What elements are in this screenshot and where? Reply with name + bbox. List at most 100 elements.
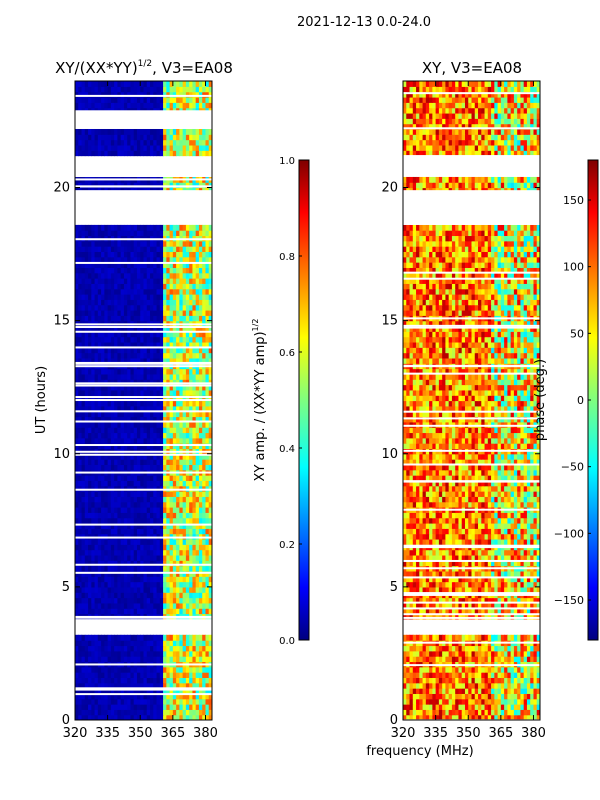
heatmap-cell: [97, 549, 102, 556]
heatmap-cell: [120, 491, 125, 497]
heatmap-cell: [195, 224, 200, 231]
heatmap-cell: [91, 246, 96, 252]
heatmap-cell: [163, 640, 167, 647]
heatmap-cell: [198, 464, 203, 471]
heatmap-cell: [75, 640, 79, 647]
heatmap-cell: [179, 485, 184, 492]
heatmap-cell: [159, 421, 164, 428]
heatmap-cell: [156, 102, 161, 109]
heatmap-cell: [84, 549, 89, 556]
heatmap-cell: [114, 96, 118, 103]
heatmap-cell: [202, 102, 207, 109]
heatmap-cell: [94, 517, 99, 524]
heatmap-cell: [150, 682, 154, 689]
heatmap-cell: [123, 139, 128, 146]
heatmap-cell: [182, 395, 187, 402]
heatmap-cell: [114, 522, 118, 529]
heatmap-cell: [438, 656, 443, 663]
heatmap-cell: [136, 437, 141, 444]
heatmap-cell: [445, 666, 450, 673]
heatmap-cell: [189, 299, 194, 306]
heatmap-cell: [195, 256, 200, 263]
heatmap-cell: [104, 522, 109, 529]
heatmap-cell: [94, 315, 99, 322]
heatmap-cell: [120, 501, 125, 508]
heatmap-cell: [150, 389, 154, 396]
heatmap-cell: [104, 81, 109, 87]
heatmap-cell: [179, 294, 184, 300]
heatmap-cell: [136, 528, 141, 535]
heatmap-cell: [513, 672, 518, 678]
heatmap-cell: [94, 672, 99, 678]
heatmap-cell: [136, 645, 141, 652]
heatmap-cell: [81, 427, 86, 434]
heatmap-cell: [202, 389, 207, 396]
heatmap-cell: [172, 139, 177, 146]
heatmap-cell: [120, 688, 125, 694]
heatmap-cell: [91, 459, 96, 465]
heatmap-cell: [189, 421, 194, 428]
heatmap-cell: [435, 704, 440, 710]
heatmap-cell: [182, 128, 187, 135]
heatmap-cell: [84, 640, 89, 647]
heatmap-cell: [202, 709, 207, 716]
heatmap-cell: [88, 453, 92, 460]
heatmap-cell: [120, 480, 125, 487]
heatmap-cell: [156, 347, 161, 354]
heatmap-cell: [88, 331, 92, 338]
heatmap-cell: [150, 256, 154, 263]
heatmap-cell: [78, 299, 83, 306]
heatmap-cell: [205, 581, 210, 588]
heatmap-cell: [202, 645, 207, 652]
heatmap-cell: [208, 528, 212, 535]
heatmap-cell: [192, 86, 197, 93]
heatmap-cell: [130, 480, 135, 487]
heatmap-cell: [182, 224, 187, 231]
heatmap-cell: [208, 427, 212, 434]
heatmap-cell: [182, 139, 187, 146]
heatmap-cell: [491, 709, 495, 716]
heatmap-cell: [110, 677, 115, 684]
heatmap-cell: [192, 294, 197, 300]
heatmap-cell: [110, 554, 115, 561]
heatmap-cell: [110, 427, 115, 434]
heatmap-cell: [510, 656, 515, 663]
heatmap-cell: [150, 645, 154, 652]
heatmap-cell: [179, 357, 184, 364]
heatmap-cell: [198, 395, 203, 402]
heatmap-cell: [97, 688, 102, 694]
heatmap-cell: [97, 666, 102, 673]
heatmap-cell: [94, 251, 99, 258]
heatmap-cell: [166, 294, 171, 300]
heatmap-cell: [192, 491, 197, 497]
heatmap-cell: [471, 656, 476, 663]
heatmap-cell: [110, 586, 115, 593]
heatmap-cell: [182, 560, 187, 567]
heatmap-cell: [159, 182, 164, 189]
heatmap-cell: [146, 507, 151, 513]
heatmap-cell: [491, 666, 495, 673]
heatmap-cell: [143, 336, 148, 343]
heatmap-cell: [140, 507, 145, 513]
heatmap-cell: [182, 304, 187, 311]
heatmap-cell: [123, 395, 128, 402]
heatmap-cell: [478, 666, 482, 673]
heatmap-cell: [159, 704, 164, 710]
heatmap-cell: [88, 581, 92, 588]
heatmap-cell: [78, 288, 83, 295]
heatmap-cell: [136, 693, 141, 700]
heatmap-cell: [172, 86, 177, 93]
heatmap-cell: [81, 491, 86, 497]
heatmap-cell: [169, 86, 174, 93]
heatmap-cell: [81, 139, 86, 146]
heatmap-cell: [94, 698, 99, 705]
heatmap-cell: [202, 693, 207, 700]
heatmap-cell: [153, 677, 158, 684]
heatmap-cell: [189, 688, 194, 694]
heatmap-cell: [81, 144, 86, 151]
heatmap-cell: [117, 443, 122, 450]
heatmap-cell: [130, 309, 135, 316]
heatmap-cell: [185, 432, 190, 439]
heatmap-cell: [120, 288, 125, 295]
heatmap-cell: [198, 373, 203, 380]
